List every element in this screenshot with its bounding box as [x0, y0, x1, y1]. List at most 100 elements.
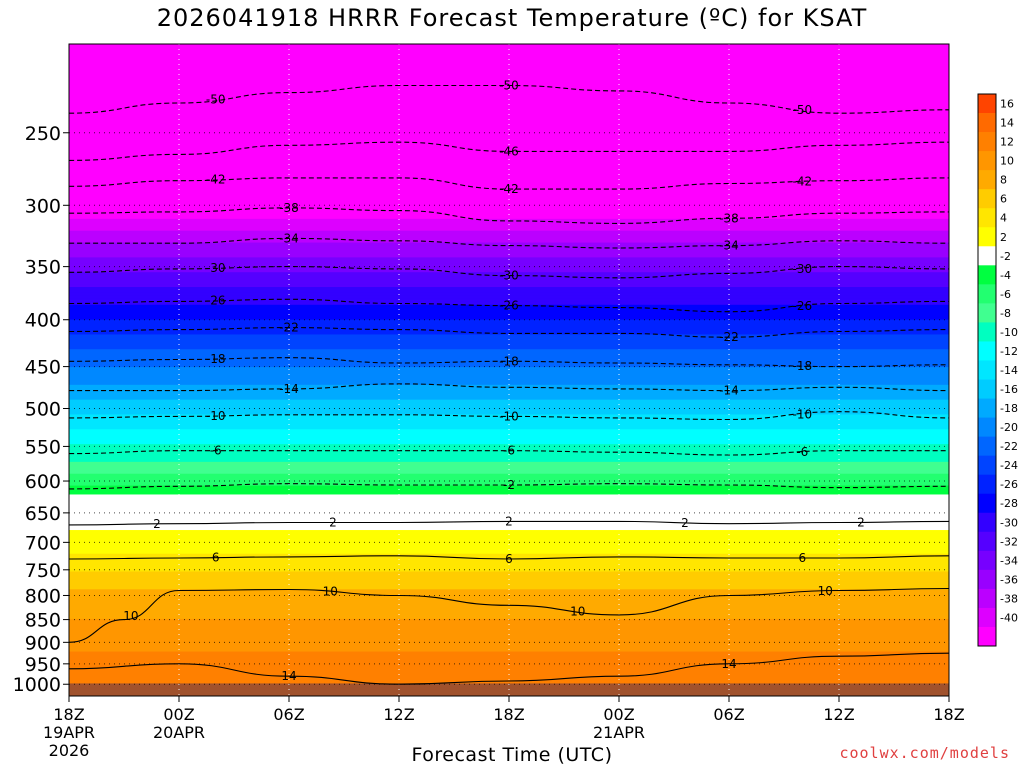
field-band [69, 399, 949, 404]
contour-label: -34 [719, 239, 739, 253]
field-band [69, 396, 949, 401]
field-band [69, 654, 949, 659]
field-band [69, 455, 949, 460]
field-band [69, 509, 949, 513]
contour-label: -38 [279, 201, 299, 215]
field-band [69, 580, 949, 584]
field-band [69, 233, 949, 238]
y-tick-label: 250 [25, 123, 61, 145]
colorbar-label: -6 [1000, 288, 1011, 301]
contour-line [69, 357, 949, 368]
colorbar-swatch [978, 379, 996, 399]
field-band [69, 64, 949, 69]
field-band [69, 195, 949, 199]
colorbar-swatch [978, 208, 996, 228]
field-band [69, 645, 949, 650]
contour-line [69, 450, 949, 456]
field-band [69, 248, 949, 253]
contour-line [69, 411, 949, 421]
y-tick-label: 600 [25, 471, 61, 493]
field-band [69, 239, 949, 244]
field-band [69, 207, 949, 211]
colorbar-label: -12 [1000, 345, 1018, 358]
field-band [69, 301, 949, 306]
field-band [69, 595, 949, 599]
contour-label: -42 [499, 182, 519, 196]
x-tick-label: 12Z [823, 705, 854, 724]
contour-lines: -50 -50 -50 -46 -42 -42 -42 -38 -38 -34 -34 -30 -30 -… [69, 79, 949, 685]
colorbar-label: -22 [1000, 440, 1018, 453]
contour-label: 6 [505, 552, 513, 566]
y-tick-label: 750 [25, 560, 61, 582]
colorbar-label: -32 [1000, 535, 1018, 548]
contour-label: 10 [570, 604, 585, 618]
field-band [69, 287, 949, 291]
x-tick-sublabel: 19APR [43, 723, 95, 742]
contour-line [69, 207, 949, 224]
colorbar-label: -10 [1000, 326, 1018, 339]
field-band [69, 183, 949, 187]
field-band [69, 530, 949, 534]
field-band [69, 144, 949, 149]
contour-label: -14 [279, 382, 299, 396]
field-band [69, 621, 949, 626]
field-band [69, 135, 949, 140]
field-band [69, 245, 949, 250]
colorbar-swatch [978, 588, 996, 609]
colorbar-swatch [978, 341, 996, 361]
x-tick-sublabel: 21APR [593, 723, 645, 742]
field-band [69, 521, 949, 525]
field-band [69, 666, 949, 670]
contour-label: 2 [857, 515, 865, 529]
field-band [69, 138, 949, 143]
field-band [69, 618, 949, 623]
contour-label: -30 [206, 261, 226, 275]
y-axis: 2503003504004505005506006507007508008509… [13, 123, 69, 696]
field-band [69, 141, 949, 146]
field-band [69, 260, 949, 264]
colorbar-label: -20 [1000, 421, 1018, 434]
field-band [69, 408, 949, 413]
colorbar-label: -24 [1000, 459, 1018, 472]
field-band [69, 553, 949, 558]
contour-line [69, 177, 949, 190]
field-band [69, 289, 949, 294]
field-band [69, 660, 949, 664]
colorbar-swatch [978, 474, 996, 495]
contour-label: -10 [206, 409, 226, 423]
colorbar-label: -38 [1000, 592, 1018, 605]
contour-label: -38 [719, 211, 739, 225]
credit-text: coolwx.com/models [839, 744, 1010, 762]
field-band [69, 604, 949, 608]
contour-line [69, 383, 949, 392]
colorbar-label: -34 [1000, 554, 1018, 567]
field-band [69, 91, 949, 95]
field-band [69, 343, 949, 347]
field-band [69, 269, 949, 273]
colorbar-swatch [978, 512, 996, 533]
colorbar-label: -28 [1000, 497, 1018, 510]
contour-line [69, 141, 949, 161]
field-band [69, 275, 949, 279]
field-band [69, 298, 949, 303]
contour-line [69, 652, 949, 685]
field-band [69, 663, 949, 667]
field-band [69, 610, 949, 614]
field-band [69, 589, 949, 593]
y-tick-label: 850 [25, 610, 61, 632]
field-band [69, 630, 949, 635]
field-band [69, 49, 949, 54]
field-band [69, 115, 949, 119]
contour-label: -10 [792, 407, 812, 421]
field-band [69, 515, 949, 519]
colorbar-label: 10 [1000, 155, 1014, 168]
field-band [69, 124, 949, 128]
field-band [69, 370, 949, 374]
colorbar-swatch [978, 455, 996, 476]
field-band [69, 295, 949, 300]
contour-label: -6 [796, 445, 808, 459]
contour-label: -26 [206, 294, 226, 308]
contour-line [69, 483, 949, 490]
